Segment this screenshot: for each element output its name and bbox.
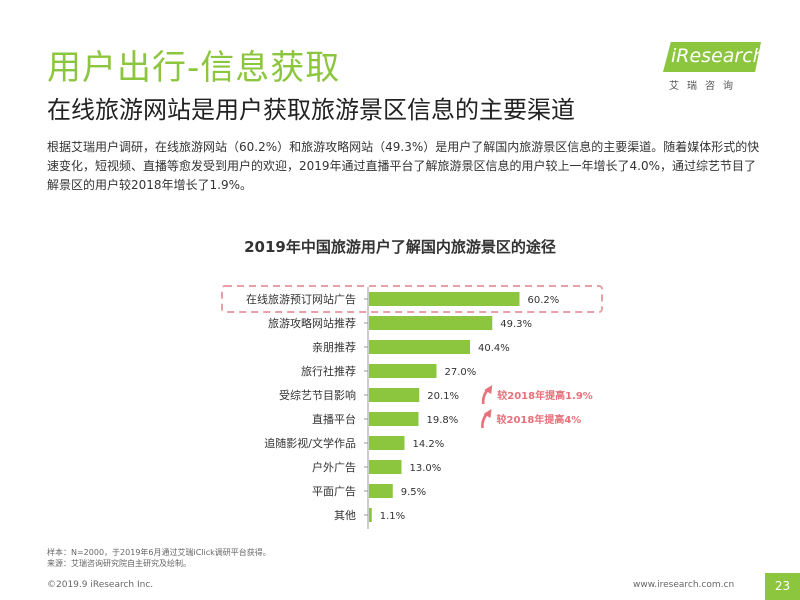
category-label: 旅游攻略网站推荐 xyxy=(268,316,356,330)
category-label: 追随影视/文学作品 xyxy=(264,436,356,450)
highlight-box xyxy=(221,285,603,313)
page-number: 23 xyxy=(765,573,800,600)
footnote-source: 来源：艾瑞咨询研究院自主研究及绘制。 xyxy=(47,559,191,568)
value-label: 9.5% xyxy=(401,487,426,498)
bar xyxy=(369,292,520,306)
value-label: 13.0% xyxy=(410,463,442,474)
value-label: 27.0% xyxy=(445,367,477,378)
value-label: 60.2% xyxy=(528,295,560,306)
description-paragraph: 根据艾瑞用户调研，在线旅游网站（60.2%）和旅游攻略网站（49.3%）是用户了… xyxy=(47,140,760,192)
footnote-sample: 样本：N=2000，于2019年6月通过艾瑞iClick调研平台获得。 xyxy=(47,548,271,557)
bar xyxy=(369,460,402,474)
iresearch-logo: iResearch 艾瑞咨询 xyxy=(655,42,765,92)
logo-text: iResearch xyxy=(671,45,765,67)
footnote: 样本：N=2000，于2019年6月通过艾瑞iClick调研平台获得。 来源：艾… xyxy=(47,547,271,569)
bar xyxy=(369,508,372,522)
bar-chart: 在线旅游预订网站广告 60.2% 旅游攻略网站推荐 49.3% 亲朋推荐 40.4% 旅行社… xyxy=(221,285,603,529)
bar xyxy=(369,340,470,354)
footer-website: www.iresearch.com.cn xyxy=(633,580,735,590)
value-label: 1.1% xyxy=(380,511,405,522)
logo-cn: 艾瑞咨询 xyxy=(669,81,741,92)
logo-badge xyxy=(663,42,761,72)
category-label: 旅行社推荐 xyxy=(301,364,356,378)
annotation-label: 较2018年提高4% xyxy=(497,413,582,426)
bar xyxy=(369,364,437,378)
value-label: 20.1% xyxy=(427,391,459,402)
category-label: 在线旅游预订网站广告 xyxy=(246,292,356,306)
value-label: 49.3% xyxy=(500,319,532,330)
chart-title: 2019年中国旅游用户了解国内旅游景区的途径 xyxy=(244,238,556,256)
bar xyxy=(369,436,405,450)
page-subtitle: 在线旅游网站是用户获取旅游景区信息的主要渠道 xyxy=(47,96,575,124)
category-label: 直播平台 xyxy=(312,412,356,426)
page-title: 用户出行-信息获取 xyxy=(47,48,341,88)
bar xyxy=(369,316,493,330)
category-label: 亲朋推荐 xyxy=(312,340,356,354)
footer-copyright: ©2019.9 iResearch Inc. xyxy=(47,580,154,590)
arrow-head-icon xyxy=(484,385,493,394)
value-label: 40.4% xyxy=(478,343,510,354)
category-label: 受综艺节目影响 xyxy=(279,388,356,402)
category-label: 户外广告 xyxy=(312,460,356,474)
value-label: 14.2% xyxy=(413,439,445,450)
arrow-head-icon xyxy=(483,409,492,418)
value-label: 19.8% xyxy=(427,415,459,426)
annotation-label: 较2018年提高1.9% xyxy=(497,389,593,402)
bar xyxy=(369,484,393,498)
bar xyxy=(369,412,419,426)
category-label: 其他 xyxy=(334,509,356,522)
bar xyxy=(369,388,420,402)
category-label: 平面广告 xyxy=(312,485,356,498)
